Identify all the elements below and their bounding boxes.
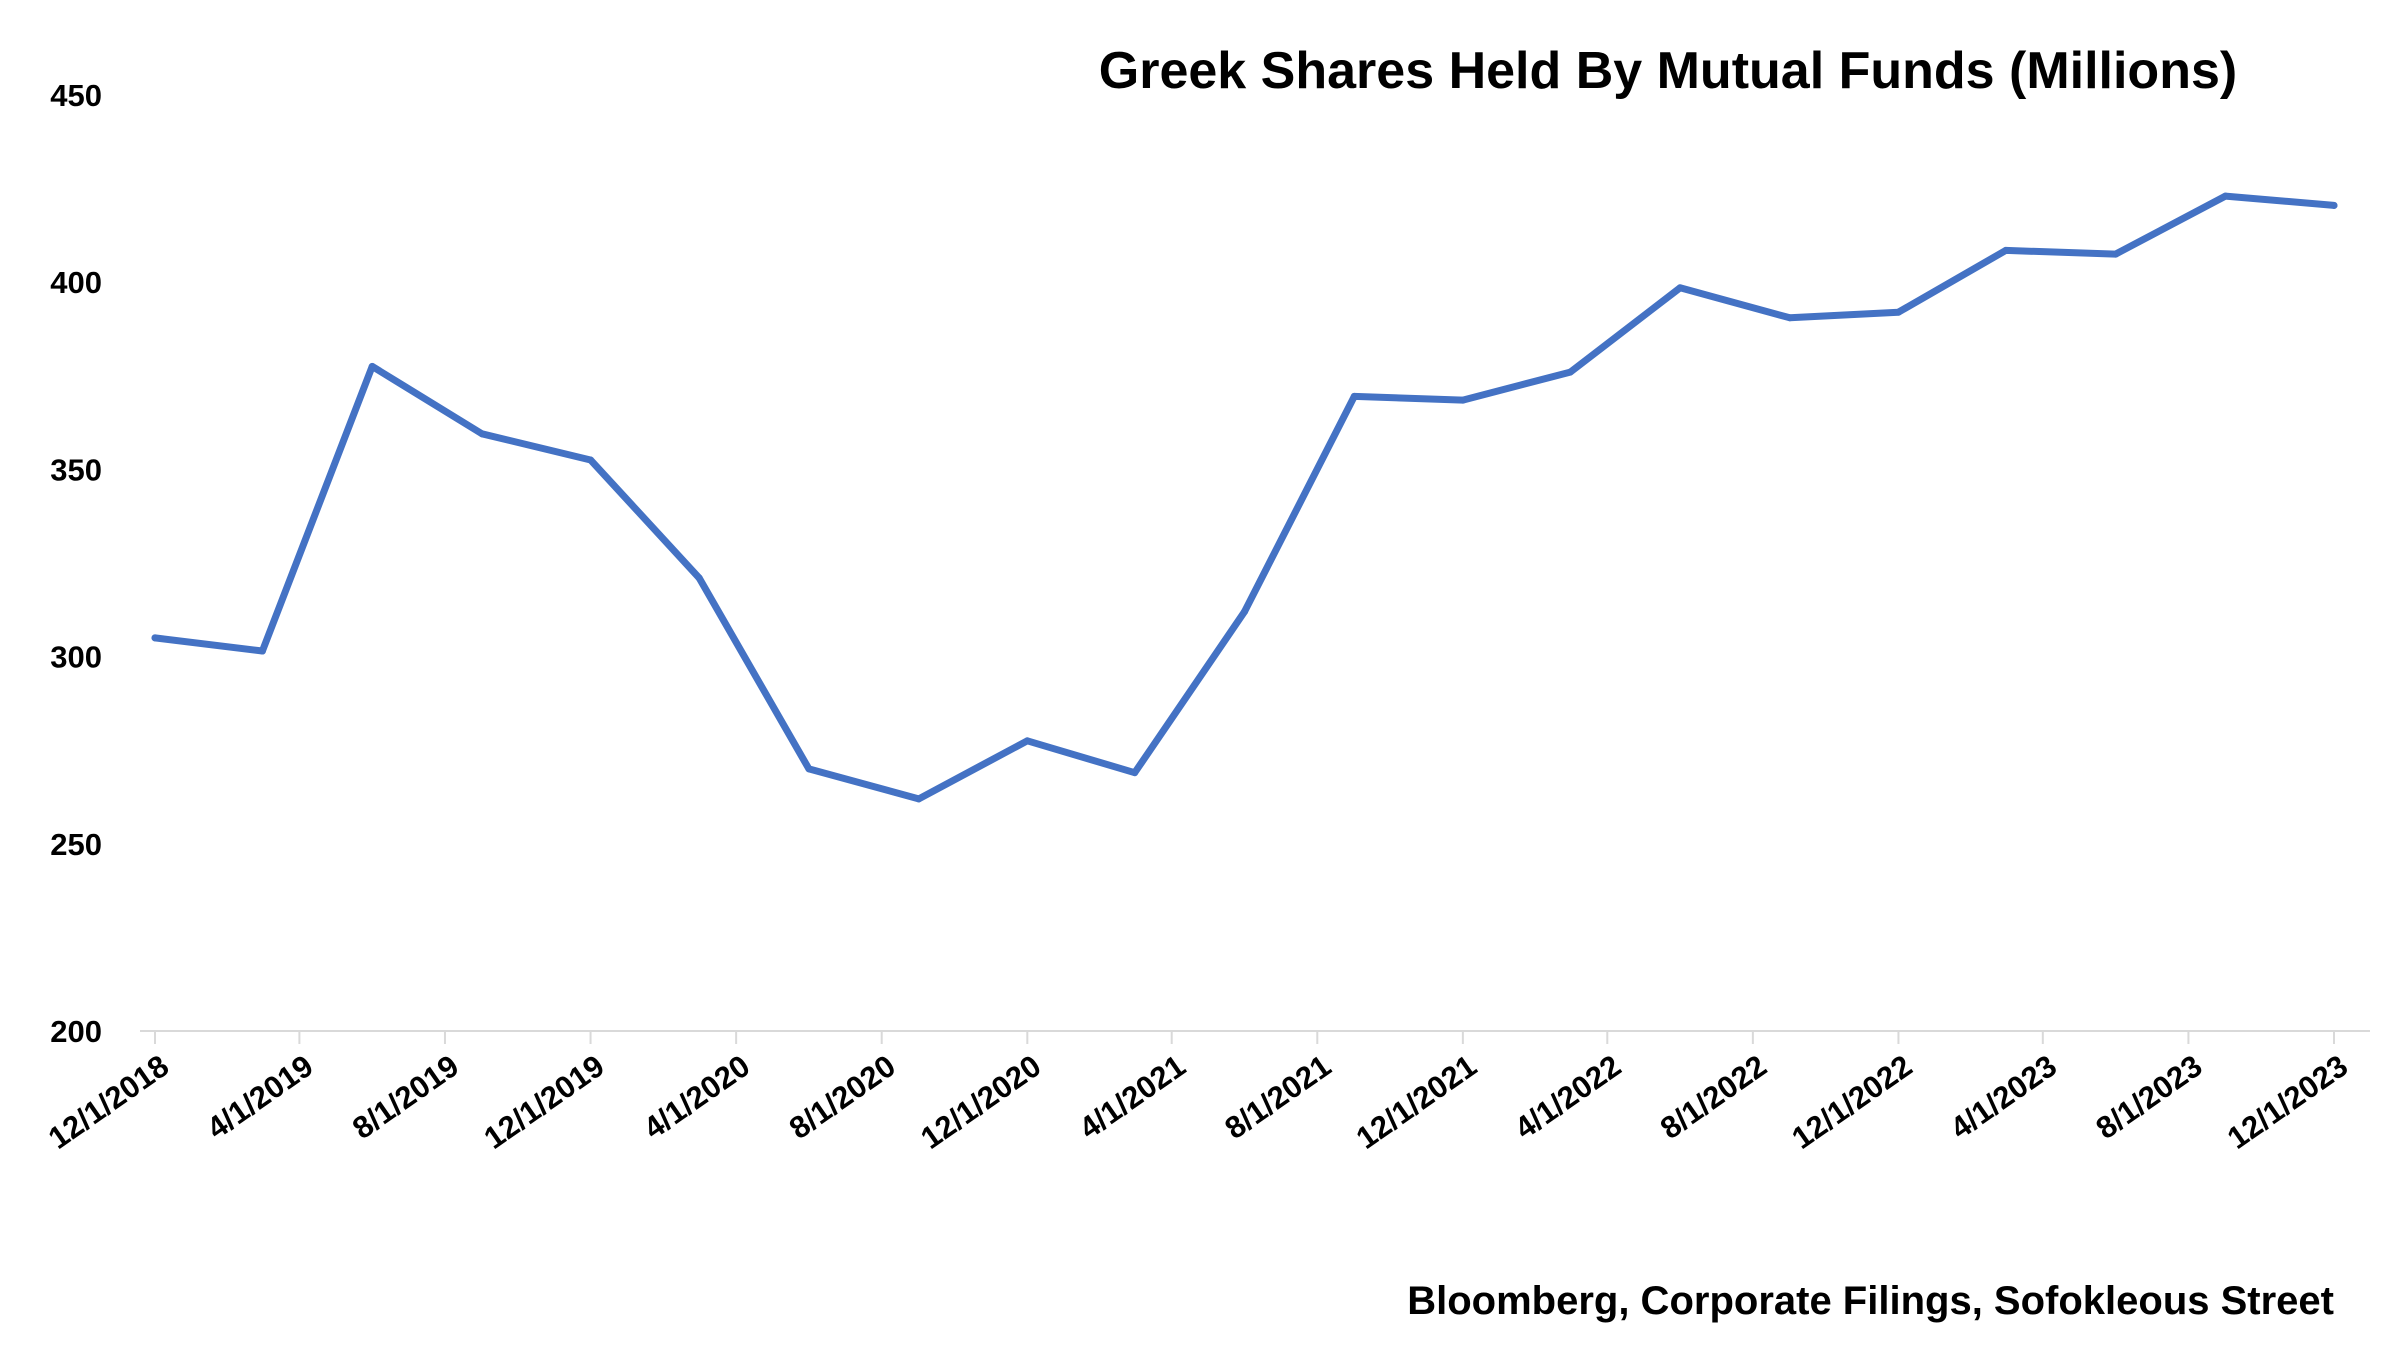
data-point <box>915 795 923 803</box>
x-tick-label: 8/1/2019 <box>346 1048 465 1146</box>
data-point <box>2221 192 2229 200</box>
chart-title: Greek Shares Held By Mutual Funds (Milli… <box>1099 42 2237 100</box>
x-tick-label: 4/1/2023 <box>1944 1048 2063 1146</box>
x-tick-label: 12/1/2018 <box>42 1048 175 1156</box>
x-tick-label: 4/1/2022 <box>1508 1048 1627 1146</box>
data-point <box>258 647 266 655</box>
x-tick-label: 8/1/2022 <box>1654 1048 1773 1146</box>
x-tick-label: 4/1/2020 <box>637 1048 756 1146</box>
data-point <box>1241 608 1248 616</box>
x-tick-label: 12/1/2021 <box>1350 1048 1483 1156</box>
data-points <box>151 192 2338 803</box>
x-tick-label: 12/1/2023 <box>2221 1048 2354 1156</box>
data-point <box>151 634 159 642</box>
x-tick-label: 12/1/2020 <box>914 1048 1047 1156</box>
data-point <box>2330 201 2338 209</box>
x-tick-label: 8/1/2021 <box>1218 1048 1337 1146</box>
data-point <box>2112 250 2120 258</box>
data-point <box>1566 368 1574 376</box>
y-tick-label: 200 <box>50 1014 102 1049</box>
data-point <box>1023 737 1031 745</box>
y-tick-label: 250 <box>50 827 102 862</box>
x-tick-label: 12/1/2019 <box>478 1048 611 1156</box>
source-label: Bloomberg, Corporate Filings, Sofokleous… <box>1407 1279 2334 1323</box>
data-point <box>1894 308 1902 316</box>
y-tick-label: 300 <box>50 640 102 675</box>
x-axis-tick-labels: 12/1/2018 4/1/2019 8/1/2019 12/1/2019 4/1/20… <box>42 1048 2354 1156</box>
x-tick-label: 8/1/2023 <box>2090 1048 2209 1146</box>
y-tick-label: 450 <box>50 78 102 113</box>
data-point <box>695 574 703 582</box>
data-point <box>1676 284 1684 292</box>
y-tick-label: 400 <box>50 265 102 300</box>
data-point <box>805 765 813 773</box>
x-tick-label: 12/1/2022 <box>1785 1048 1918 1156</box>
series-line <box>151 192 2338 803</box>
y-axis-ticks: 200 250 300 350 400 450 <box>50 78 102 1049</box>
data-point <box>1786 314 1794 322</box>
data-point <box>587 456 595 464</box>
data-point <box>478 430 486 438</box>
x-tick-label: 4/1/2021 <box>1073 1048 1192 1146</box>
data-point <box>2002 246 2010 254</box>
data-point <box>368 362 376 370</box>
y-tick-label: 350 <box>50 452 102 487</box>
x-tick-label: 8/1/2020 <box>783 1048 902 1146</box>
data-point <box>1131 769 1139 777</box>
data-point <box>1459 396 1467 404</box>
x-tick-label: 4/1/2019 <box>200 1048 319 1146</box>
data-point <box>1350 392 1358 400</box>
x-axis-ticks <box>154 1031 2335 1044</box>
